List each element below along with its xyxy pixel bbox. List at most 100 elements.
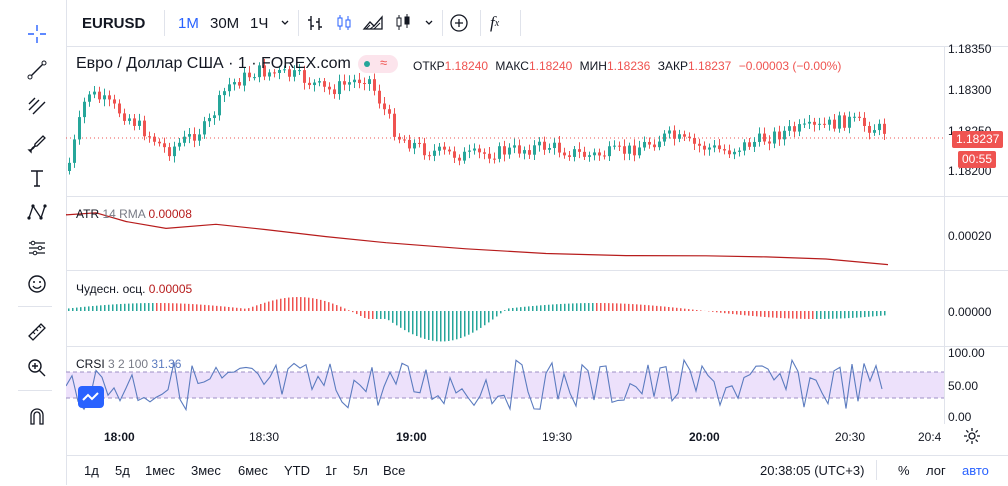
auto-toggle[interactable]: авто bbox=[962, 463, 989, 478]
ao-bar bbox=[816, 311, 818, 319]
pane-separator[interactable] bbox=[66, 196, 1008, 197]
ao-bar bbox=[392, 311, 394, 323]
ao-bar bbox=[760, 311, 762, 317]
ao-bar bbox=[640, 305, 642, 311]
candle bbox=[643, 142, 646, 148]
range-all[interactable]: Все bbox=[383, 463, 405, 478]
candle bbox=[143, 121, 146, 137]
ao-bar bbox=[76, 308, 78, 311]
text-icon[interactable] bbox=[21, 164, 53, 192]
crsi-band bbox=[66, 372, 944, 398]
bars-icon[interactable] bbox=[306, 0, 326, 46]
magnet-icon[interactable] bbox=[21, 402, 53, 430]
market-status-badge[interactable]: ≈ bbox=[358, 55, 398, 73]
ao-bar bbox=[192, 304, 194, 311]
ao-bar bbox=[724, 311, 726, 313]
emoji-icon[interactable] bbox=[21, 270, 53, 298]
tradingview-logo[interactable] bbox=[78, 386, 104, 408]
candles-icon[interactable] bbox=[334, 0, 354, 46]
candle bbox=[268, 72, 271, 76]
interval-1m-button[interactable]: 1М bbox=[178, 0, 199, 46]
candle bbox=[738, 151, 741, 152]
ao-bar bbox=[444, 311, 446, 341]
chevron-down-icon[interactable] bbox=[424, 0, 434, 46]
range-5y[interactable]: 5л bbox=[353, 463, 368, 478]
range-6m[interactable]: 6мес bbox=[238, 463, 268, 478]
pane-separator[interactable] bbox=[66, 346, 1008, 347]
crsi-legend[interactable]: CRSI 3 2 100 31.36 bbox=[76, 357, 181, 371]
candle bbox=[478, 149, 481, 153]
log-toggle[interactable]: лог bbox=[926, 463, 946, 478]
candle bbox=[408, 140, 411, 149]
range-1d[interactable]: 1д bbox=[84, 463, 99, 478]
crosshair-icon[interactable] bbox=[21, 20, 53, 48]
ao-bar bbox=[860, 311, 862, 317]
ao-bar bbox=[844, 311, 846, 318]
candle bbox=[843, 115, 846, 127]
area-chart-icon[interactable] bbox=[362, 0, 384, 46]
range-1m[interactable]: 1мес bbox=[145, 463, 175, 478]
percent-toggle[interactable]: % bbox=[898, 463, 910, 478]
time-label: 20:30 bbox=[835, 430, 865, 444]
ao-bar bbox=[692, 310, 694, 311]
ao-bar bbox=[380, 311, 382, 319]
crsi-scale-label: 100.00 bbox=[948, 346, 985, 360]
ao-bar bbox=[572, 303, 574, 311]
range-3m[interactable]: 3мес bbox=[191, 463, 221, 478]
candle bbox=[83, 102, 86, 117]
fib-icon[interactable] bbox=[21, 92, 53, 120]
ao-bar bbox=[748, 311, 750, 316]
add-icon[interactable] bbox=[448, 0, 470, 46]
range-ytd[interactable]: YTD bbox=[284, 463, 310, 478]
ao-scale-label: 0.00000 bbox=[948, 305, 991, 319]
range-5d[interactable]: 5д bbox=[115, 463, 130, 478]
candle bbox=[163, 143, 166, 147]
interval-30m-button[interactable]: 30М bbox=[210, 0, 239, 46]
ao-bar bbox=[404, 311, 406, 330]
candle bbox=[868, 126, 871, 133]
candle bbox=[338, 81, 341, 94]
ao-bar bbox=[440, 311, 442, 341]
candle bbox=[553, 143, 556, 148]
candle bbox=[743, 142, 746, 150]
pattern-icon[interactable] bbox=[21, 198, 53, 226]
ruler-icon[interactable] bbox=[21, 318, 53, 346]
chevron-down-icon[interactable] bbox=[280, 0, 290, 46]
pane-separator[interactable] bbox=[66, 270, 1008, 271]
range-1y[interactable]: 1г bbox=[325, 463, 337, 478]
ao-bar bbox=[568, 304, 570, 311]
candle bbox=[358, 80, 361, 83]
brush-icon[interactable] bbox=[21, 128, 53, 156]
prediction-icon[interactable] bbox=[21, 234, 53, 262]
symbol-title[interactable]: Евро / Доллар США · 1 · FOREX.com bbox=[76, 55, 351, 73]
gear-icon[interactable] bbox=[963, 427, 981, 450]
symbol-search-button[interactable]: EURUSD bbox=[82, 0, 145, 46]
interval-1h-button[interactable]: 1Ч bbox=[250, 0, 268, 46]
ao-bar bbox=[436, 311, 438, 341]
candle bbox=[698, 144, 701, 146]
zoom-icon[interactable] bbox=[21, 354, 53, 382]
ao-bar bbox=[840, 311, 842, 318]
candle bbox=[858, 117, 861, 118]
candle bbox=[108, 95, 111, 99]
ao-bar bbox=[204, 305, 206, 311]
clock-timezone[interactable]: 20:38:05 (UTC+3) bbox=[760, 463, 864, 478]
ao-bar bbox=[548, 305, 550, 311]
atr-legend[interactable]: ATR 14 RMA 0.00008 bbox=[76, 207, 192, 221]
trend-line-icon[interactable] bbox=[21, 56, 53, 84]
ao-bar bbox=[108, 305, 110, 311]
crsi-scale-label: 50.00 bbox=[948, 379, 978, 393]
ao-bar bbox=[488, 311, 490, 322]
candle bbox=[753, 142, 756, 147]
ao-legend[interactable]: Чудесн. осц. 0.00005 bbox=[76, 282, 192, 296]
chart-canvas[interactable] bbox=[66, 46, 944, 424]
candle bbox=[343, 81, 346, 84]
candle-type-icon[interactable] bbox=[394, 0, 414, 46]
candle bbox=[223, 91, 226, 95]
candle bbox=[633, 146, 636, 156]
ao-bar bbox=[516, 308, 518, 311]
candle bbox=[613, 146, 616, 147]
candle bbox=[808, 122, 811, 124]
time-label: 20:00 bbox=[689, 430, 720, 444]
